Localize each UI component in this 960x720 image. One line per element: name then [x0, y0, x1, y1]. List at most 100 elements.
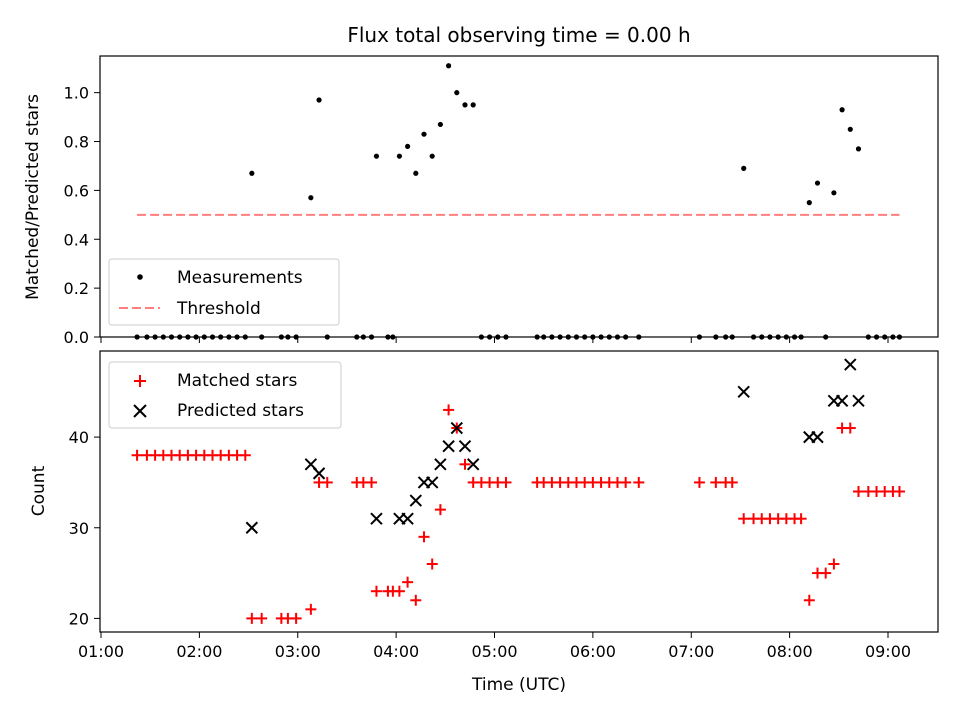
matched-stars-point	[459, 458, 471, 470]
measurement-point	[445, 63, 452, 69]
matched-stars-point	[443, 404, 455, 416]
x-tick-label: 09:00	[865, 642, 911, 661]
predicted-stars-point	[312, 467, 326, 480]
predicted-stars-point	[450, 421, 463, 435]
y-tick-label: 0.0	[64, 328, 89, 347]
bottom-plot-area: 20 30 40 01:00 02:00 03:00 04:00 05:00 06:00 07:0…	[69, 358, 911, 661]
measurement-point	[839, 107, 845, 113]
matched-stars-point	[418, 531, 430, 543]
matched-stars-point	[366, 476, 378, 488]
predicted-stars-point	[811, 430, 824, 444]
matched-stars-point	[828, 558, 840, 570]
y-tick-label: 30	[69, 519, 89, 538]
measurement-point	[741, 165, 747, 171]
measurement-point	[814, 180, 821, 186]
measurement-point	[316, 97, 322, 103]
top-legend: Measurements Threshold	[108, 258, 340, 326]
x-tick-label: 05:00	[471, 642, 517, 661]
matched-stars-point	[434, 504, 446, 516]
predicted-stars-point	[737, 385, 750, 398]
bottom-axes-frame	[99, 350, 939, 633]
top-legend-box	[108, 258, 340, 326]
measurement-point	[847, 126, 853, 132]
measurement-point	[855, 146, 862, 152]
y-tick-label: 0.2	[64, 279, 89, 298]
measurement-point	[470, 102, 476, 108]
matched-stars-point	[256, 612, 268, 624]
x-tick-label: 02:00	[176, 642, 222, 661]
legend-matched-label: Matched stars	[177, 371, 297, 391]
matched-stars-point	[370, 585, 382, 597]
x-tick-label: 07:00	[668, 642, 714, 661]
x-tick-label: 08:00	[767, 642, 813, 661]
matched-stars-point	[402, 576, 414, 588]
measurement-point	[396, 153, 403, 159]
bottom-y-axis-label: Count	[29, 465, 49, 516]
x-tick-label: 04:00	[373, 642, 419, 661]
matched-stars-point	[738, 513, 750, 525]
predicted-stars-point	[425, 476, 439, 489]
measurement-point	[462, 102, 468, 108]
matched-stars-point	[820, 567, 832, 579]
predicted-stars-point	[401, 512, 414, 525]
y-tick-label: 1.0	[64, 84, 89, 103]
matched-stars-point	[852, 486, 864, 497]
y-tick-label: 20	[69, 609, 89, 628]
matched-stars-point	[393, 585, 405, 597]
matched-stars-point	[239, 449, 251, 461]
chart-title: Flux total observing time = 0.00 h	[347, 23, 690, 47]
top-y-axis-label: Matched/Predicted stars	[23, 94, 43, 300]
predicted-stars-point	[409, 494, 423, 507]
measurement-point	[413, 170, 419, 176]
x-tick-label: 01:00	[78, 642, 124, 661]
predicted-stars-point	[844, 358, 857, 371]
matched-stars-point	[290, 612, 302, 624]
y-tick-label: 0.8	[64, 133, 89, 152]
y-tick-label: 0.4	[64, 230, 89, 249]
matched-stars-point	[795, 513, 807, 525]
legend-predicted-marker	[133, 404, 147, 418]
matched-stars-point	[500, 476, 512, 488]
predicted-stars-point	[434, 458, 447, 471]
bottom-legend-box	[108, 361, 342, 429]
x-tick-label: 06:00	[570, 642, 616, 661]
matched-stars-point	[131, 449, 143, 461]
matched-stars-point	[844, 422, 856, 434]
measurement-point	[437, 121, 443, 128]
x-axis-label: Time (UTC)	[471, 675, 566, 695]
predicted-stars-point	[835, 394, 849, 408]
bottom-legend: Matched stars Predicted stars	[108, 361, 342, 429]
matched-stars-point	[726, 476, 738, 488]
predicted-stars-point	[245, 521, 259, 534]
legend-predicted-label: Predicted stars	[177, 401, 304, 421]
predicted-stars-point	[370, 512, 383, 525]
matched-stars-point	[803, 594, 815, 606]
measurement-point	[405, 143, 411, 150]
predicted-stars-point	[852, 394, 865, 408]
legend-measurements-marker	[137, 274, 143, 280]
legend-matched-marker	[134, 375, 146, 387]
y-tick-label: 40	[69, 428, 89, 447]
bottom-panel: Count Time (UTC) 20 30 40 01:00 02:00 03:00 04…	[29, 350, 939, 695]
measurement-point	[373, 153, 380, 159]
predicted-stars-point	[442, 439, 455, 453]
y-tick-label: 0.6	[64, 181, 89, 200]
measurement-point	[454, 90, 460, 96]
matched-stars-point	[633, 476, 645, 488]
matched-stars-point	[410, 594, 422, 606]
matched-stars-point	[426, 558, 438, 570]
predicted-stars-point	[458, 439, 472, 453]
top-axes-frame	[99, 55, 939, 338]
measurement-point	[421, 131, 427, 137]
measurement-point	[831, 190, 837, 196]
predicted-stars-point	[466, 458, 480, 471]
matched-stars-point	[246, 612, 258, 624]
matched-stars-point	[693, 476, 705, 488]
measurement-point	[806, 200, 812, 206]
matched-stars-point	[710, 476, 722, 488]
measurement-point	[429, 153, 435, 159]
matched-stars-point	[620, 476, 632, 488]
measurement-point	[308, 195, 314, 201]
legend-measurements-label: Measurements	[177, 268, 303, 288]
